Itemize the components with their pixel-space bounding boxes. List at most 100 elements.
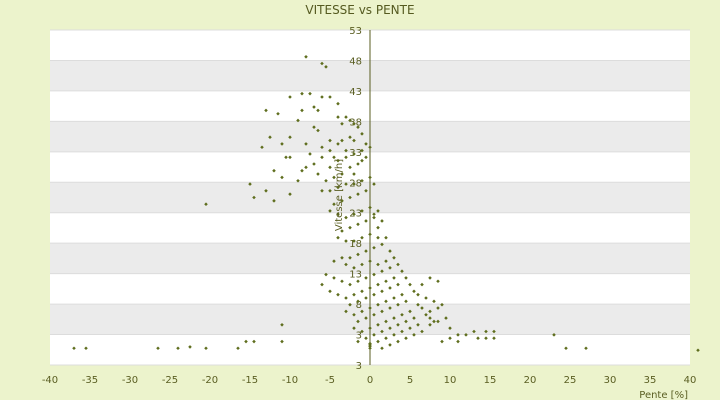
data-point bbox=[368, 232, 372, 237]
data-point bbox=[368, 306, 372, 310]
x-tick-label: 0 bbox=[367, 375, 373, 386]
x-axis-label: Pente [%] bbox=[639, 390, 688, 400]
data-point bbox=[348, 225, 352, 230]
data-point bbox=[360, 148, 364, 153]
data-point bbox=[356, 299, 360, 304]
x-tick-label: -35 bbox=[82, 375, 98, 386]
data-point bbox=[344, 215, 348, 220]
data-point bbox=[252, 195, 256, 200]
data-point bbox=[360, 309, 364, 314]
data-point bbox=[156, 346, 160, 351]
data-point bbox=[280, 323, 284, 327]
data-point bbox=[384, 336, 388, 340]
data-point bbox=[380, 219, 384, 223]
data-point bbox=[372, 272, 376, 277]
x-tick-labels: -40 -35 -30 -25 -20 -15 -10 -5 0 5 10 15 20 25 30 35 40 bbox=[42, 375, 697, 386]
data-point bbox=[360, 289, 364, 294]
data-point bbox=[84, 346, 88, 351]
data-point bbox=[272, 199, 276, 203]
data-point bbox=[364, 276, 368, 280]
data-point bbox=[304, 142, 308, 146]
data-point bbox=[352, 266, 356, 270]
data-point bbox=[396, 339, 400, 344]
x-tick-label: -5 bbox=[325, 375, 335, 386]
data-point bbox=[372, 182, 376, 186]
data-point bbox=[424, 312, 428, 317]
data-point bbox=[176, 346, 180, 351]
data-point bbox=[260, 145, 264, 150]
data-point bbox=[332, 175, 336, 180]
data-point bbox=[312, 105, 316, 109]
data-point bbox=[388, 343, 392, 347]
data-point bbox=[380, 329, 384, 334]
data-point bbox=[484, 329, 488, 334]
data-point bbox=[364, 219, 368, 223]
data-point bbox=[340, 172, 344, 176]
data-point bbox=[304, 55, 308, 59]
y-tick-label: 13 bbox=[349, 270, 362, 281]
data-point bbox=[364, 189, 368, 193]
data-point bbox=[384, 279, 388, 284]
data-point bbox=[384, 259, 388, 263]
data-point bbox=[320, 155, 324, 160]
data-point bbox=[476, 336, 480, 340]
data-point bbox=[276, 111, 280, 116]
data-point bbox=[388, 249, 392, 253]
data-point bbox=[336, 142, 340, 146]
data-point bbox=[348, 195, 352, 200]
data-point bbox=[344, 239, 348, 243]
data-point bbox=[316, 108, 320, 113]
data-point bbox=[332, 276, 336, 280]
x-tick-label: -10 bbox=[282, 375, 298, 386]
x-tick-label: 15 bbox=[484, 375, 497, 386]
data-point bbox=[312, 162, 316, 166]
data-point bbox=[484, 336, 488, 340]
data-point bbox=[288, 155, 292, 160]
data-point bbox=[284, 155, 288, 160]
data-point bbox=[236, 346, 240, 351]
data-point bbox=[296, 118, 300, 123]
data-point bbox=[348, 165, 352, 170]
data-point bbox=[348, 282, 352, 287]
data-point bbox=[428, 316, 432, 320]
data-point bbox=[368, 286, 372, 290]
data-point bbox=[368, 326, 372, 330]
data-point bbox=[336, 185, 340, 190]
data-point bbox=[300, 91, 304, 96]
data-point bbox=[380, 269, 384, 273]
data-point bbox=[400, 269, 404, 273]
data-point bbox=[280, 175, 284, 180]
data-point bbox=[376, 209, 380, 213]
data-point bbox=[188, 345, 192, 349]
data-point bbox=[272, 168, 276, 173]
data-point bbox=[444, 316, 448, 320]
data-point bbox=[428, 309, 432, 314]
data-point bbox=[368, 344, 372, 349]
data-point bbox=[408, 326, 412, 330]
data-point bbox=[388, 306, 392, 310]
data-point bbox=[440, 302, 444, 307]
data-point bbox=[204, 346, 208, 351]
data-point bbox=[368, 346, 372, 351]
data-point bbox=[420, 306, 424, 310]
data-point bbox=[396, 323, 400, 327]
data-point bbox=[404, 319, 408, 324]
data-point bbox=[384, 235, 388, 240]
data-point bbox=[328, 209, 332, 213]
y-axis-label: Vitesse [km/h] bbox=[334, 159, 345, 231]
data-point bbox=[420, 282, 424, 287]
data-point bbox=[360, 178, 364, 183]
data-point bbox=[336, 212, 340, 217]
data-point bbox=[416, 292, 420, 297]
data-point bbox=[344, 296, 348, 300]
y-tick-label: 48 bbox=[349, 56, 362, 67]
data-point bbox=[376, 339, 380, 344]
data-point bbox=[264, 108, 268, 113]
data-point bbox=[372, 312, 376, 317]
data-point bbox=[356, 192, 360, 196]
data-point bbox=[380, 346, 384, 351]
data-point bbox=[344, 309, 348, 314]
data-point bbox=[380, 242, 384, 247]
data-point bbox=[328, 148, 332, 153]
